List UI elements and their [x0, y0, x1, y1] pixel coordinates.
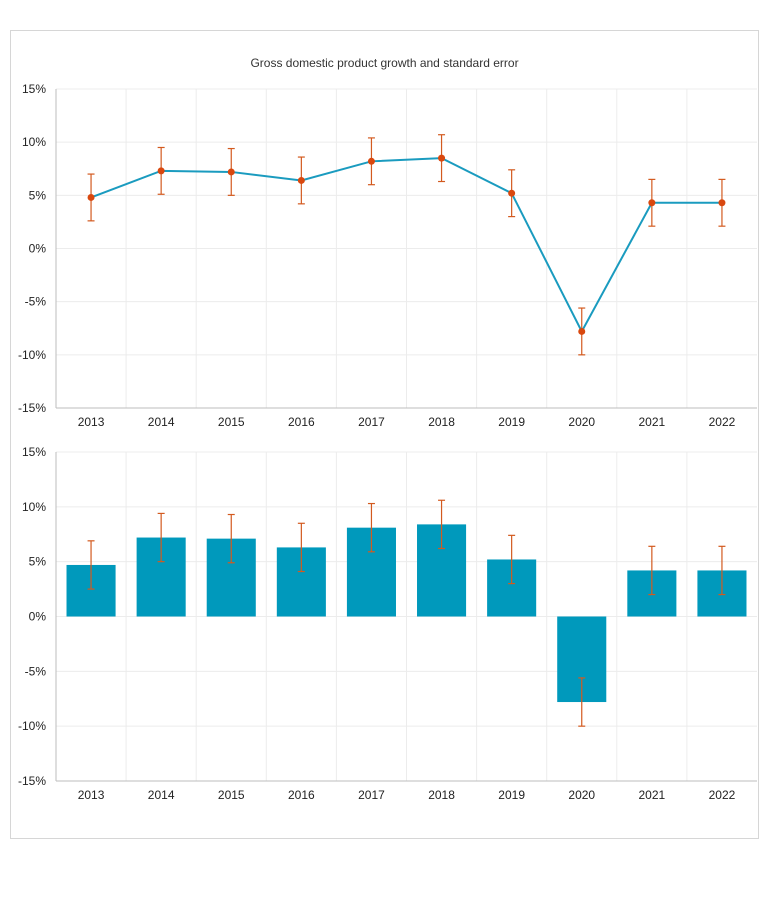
data-point	[87, 193, 95, 201]
x-tick-label: 2021	[638, 415, 665, 429]
x-tick-label: 2013	[78, 415, 105, 429]
x-tick-label: 2020	[568, 788, 595, 802]
data-point	[578, 327, 586, 335]
data-point	[508, 189, 516, 197]
y-tick-label: -15%	[18, 774, 46, 788]
data-point	[227, 168, 235, 176]
y-tick-label: 0%	[29, 610, 47, 624]
y-tick-label: 10%	[22, 500, 46, 514]
x-tick-label: 2021	[638, 788, 665, 802]
y-tick-label: 10%	[22, 135, 46, 149]
data-point	[438, 154, 446, 162]
y-tick-label: -5%	[25, 664, 47, 678]
x-tick-label: 2016	[288, 415, 315, 429]
data-point	[718, 199, 726, 207]
x-tick-label: 2022	[709, 415, 736, 429]
x-tick-label: 2019	[498, 788, 525, 802]
y-tick-label: 15%	[22, 445, 46, 459]
x-tick-label: 2018	[428, 415, 455, 429]
chart-title: Gross domestic product growth and standa…	[250, 56, 519, 70]
y-tick-label: 15%	[22, 82, 46, 96]
x-tick-label: 2017	[358, 788, 385, 802]
x-tick-label: 2014	[148, 415, 175, 429]
data-point	[297, 176, 305, 184]
y-tick-label: -10%	[18, 348, 46, 362]
x-tick-label: 2014	[148, 788, 175, 802]
chart-container	[10, 30, 759, 839]
data-point	[367, 157, 375, 165]
data-point	[157, 167, 165, 175]
x-tick-label: 2016	[288, 788, 315, 802]
x-tick-label: 2018	[428, 788, 455, 802]
y-tick-label: -15%	[18, 401, 46, 415]
data-point	[648, 199, 656, 207]
y-tick-label: 5%	[29, 555, 47, 569]
y-tick-label: -10%	[18, 719, 46, 733]
y-tick-label: -5%	[25, 295, 47, 309]
y-tick-label: 0%	[29, 242, 47, 256]
x-tick-label: 2013	[78, 788, 105, 802]
y-tick-label: 5%	[29, 188, 47, 202]
x-tick-label: 2015	[218, 415, 245, 429]
x-tick-label: 2015	[218, 788, 245, 802]
x-tick-label: 2022	[709, 788, 736, 802]
x-tick-label: 2019	[498, 415, 525, 429]
x-tick-label: 2017	[358, 415, 385, 429]
series-line	[90, 157, 722, 334]
x-tick-label: 2020	[568, 415, 595, 429]
